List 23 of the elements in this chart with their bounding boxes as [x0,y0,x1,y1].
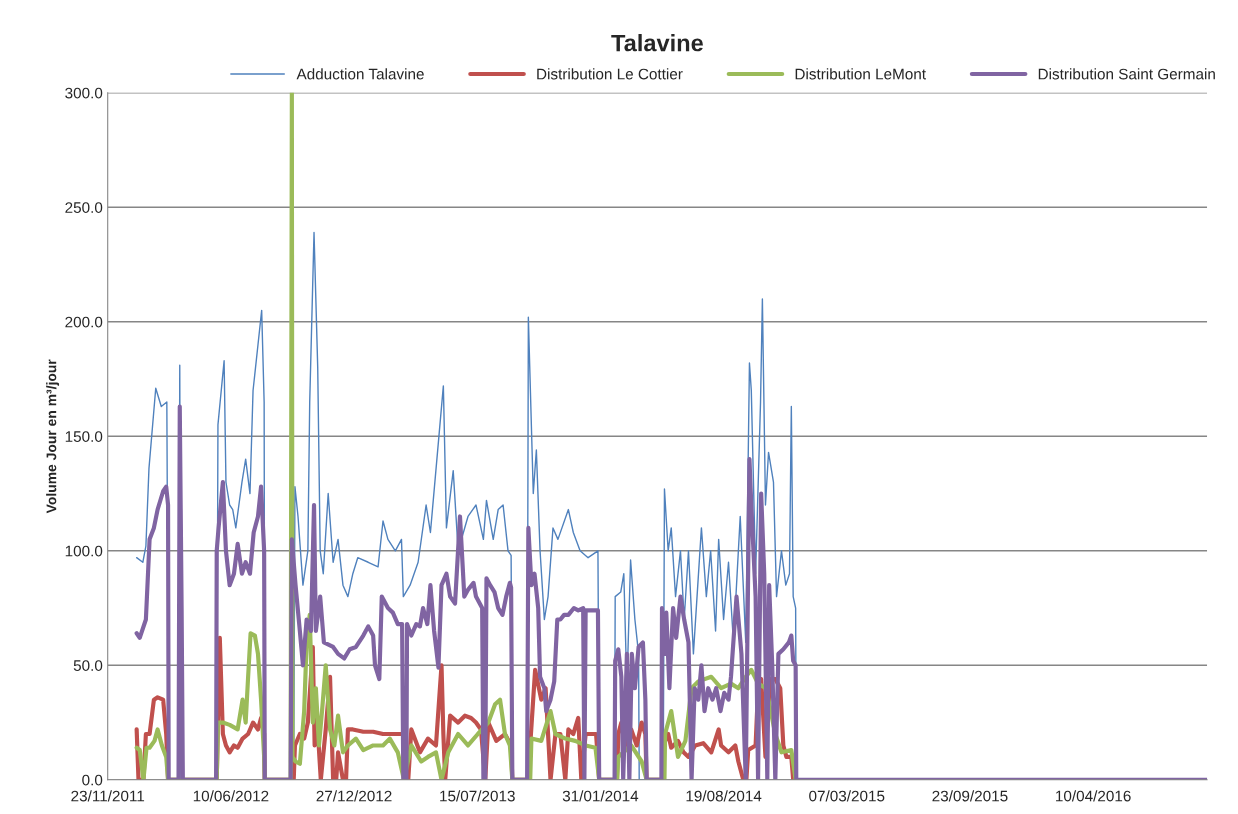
y-tick-label: 300.0 [65,87,103,99]
chart-title: Talavine [611,34,703,52]
legend-label: Distribution LeMont [795,68,926,80]
y-tick-label: 200.0 [65,316,103,328]
x-tick-label: 10/06/2012 [193,790,269,802]
y-axis-title: Volume Jour en m³/jour [46,359,60,514]
x-tick-label: 23/11/2011 [71,790,145,802]
x-tick-label: 31/01/2014 [562,790,639,802]
y-tick-label: 250.0 [65,202,103,213]
legend-label: Distribution Le Cottier [537,68,683,80]
x-tick-label: 27/12/2012 [316,790,392,802]
x-tick-label: 10/04/2016 [1056,790,1131,802]
y-tick-label: 150.0 [65,431,103,442]
y-tick-label: 50.0 [73,660,103,671]
y-tick-label: 0.0 [82,774,103,786]
x-tick-label: 19/08/2014 [686,790,762,802]
x-tick-label: 15/07/2013 [440,790,515,802]
y-tick-label: 100.0 [65,545,103,557]
x-tick-label: 07/03/2015 [809,790,885,802]
x-tick-label: 23/09/2015 [932,790,1008,802]
line-series [134,404,1208,780]
legend-label: Distribution Saint Germain [1038,68,1215,80]
legend-label: Adduction Talavine [296,68,424,80]
